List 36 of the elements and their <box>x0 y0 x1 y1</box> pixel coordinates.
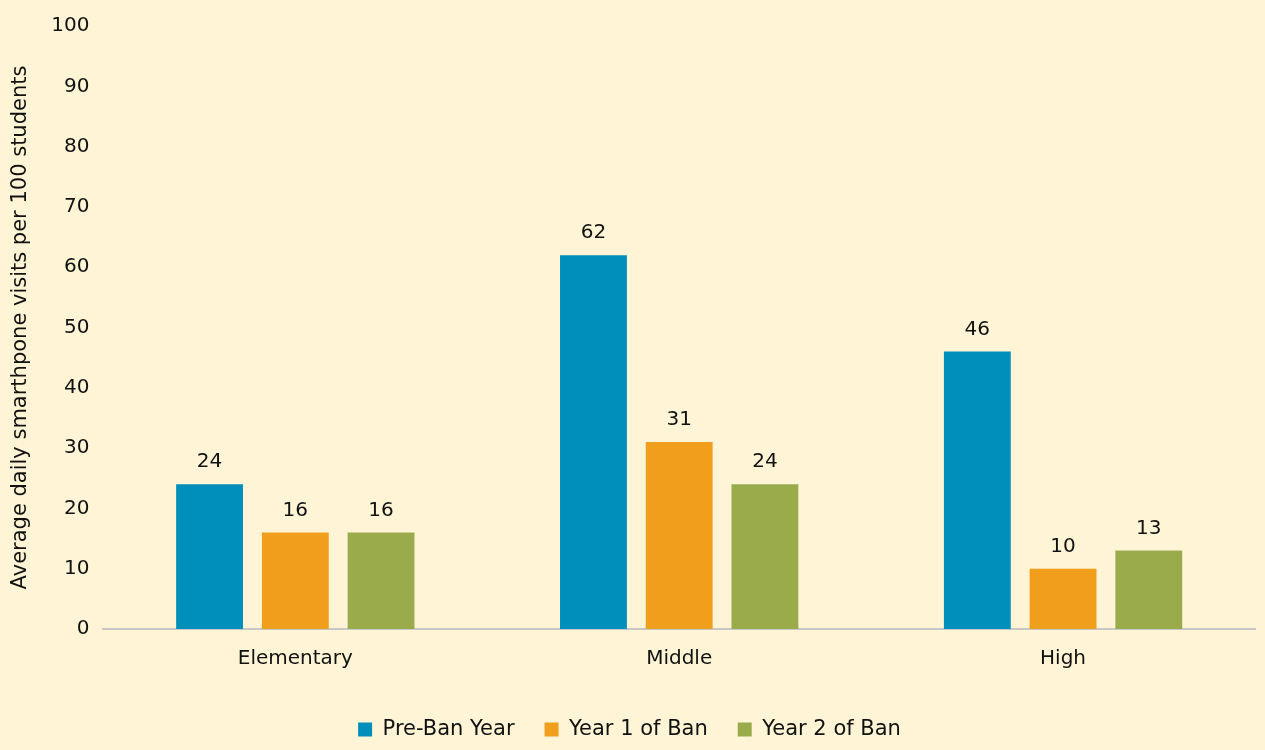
bar <box>1029 568 1097 629</box>
bar <box>261 532 329 629</box>
y-tick-label: 70 <box>63 193 90 218</box>
legend-label: Year 2 of Ban <box>761 715 901 740</box>
y-tick-label: 40 <box>63 374 90 398</box>
x-tick-label: Elementary <box>237 645 354 670</box>
y-tick-label: 90 <box>63 72 90 97</box>
y-tick-label: 60 <box>63 253 90 278</box>
legend-label: Pre-Ban Year <box>382 715 515 740</box>
data-label: 13 <box>1136 514 1162 539</box>
bar <box>560 255 627 629</box>
data-label: 24 <box>752 448 778 473</box>
data-label: 10 <box>1050 532 1076 557</box>
data-label: 31 <box>666 406 692 431</box>
data-label: 16 <box>368 496 394 521</box>
data-label: 24 <box>196 448 223 473</box>
y-axis-title: Average daily smarthpone visits per 100 students <box>7 65 32 590</box>
y-tick-label: 0 <box>76 615 90 640</box>
data-label: 46 <box>964 315 991 340</box>
y-tick-label: 80 <box>63 132 90 157</box>
data-label: 62 <box>580 219 607 244</box>
bar <box>347 532 415 629</box>
bar <box>176 484 244 629</box>
bar <box>1115 550 1183 629</box>
bar <box>943 351 1011 629</box>
x-tick-label: High <box>1040 645 1087 670</box>
y-tick-label: 10 <box>63 554 90 579</box>
bar <box>645 442 713 629</box>
y-tick-label: 30 <box>63 434 90 459</box>
bar <box>731 484 799 629</box>
y-tick-label: 50 <box>63 313 90 338</box>
x-tick-label: Middle <box>646 645 713 670</box>
y-tick-label: 100 <box>51 12 90 37</box>
y-tick-label: 20 <box>63 494 90 519</box>
data-label: 16 <box>282 496 309 521</box>
legend-label: Year 1 of Ban <box>568 715 708 740</box>
